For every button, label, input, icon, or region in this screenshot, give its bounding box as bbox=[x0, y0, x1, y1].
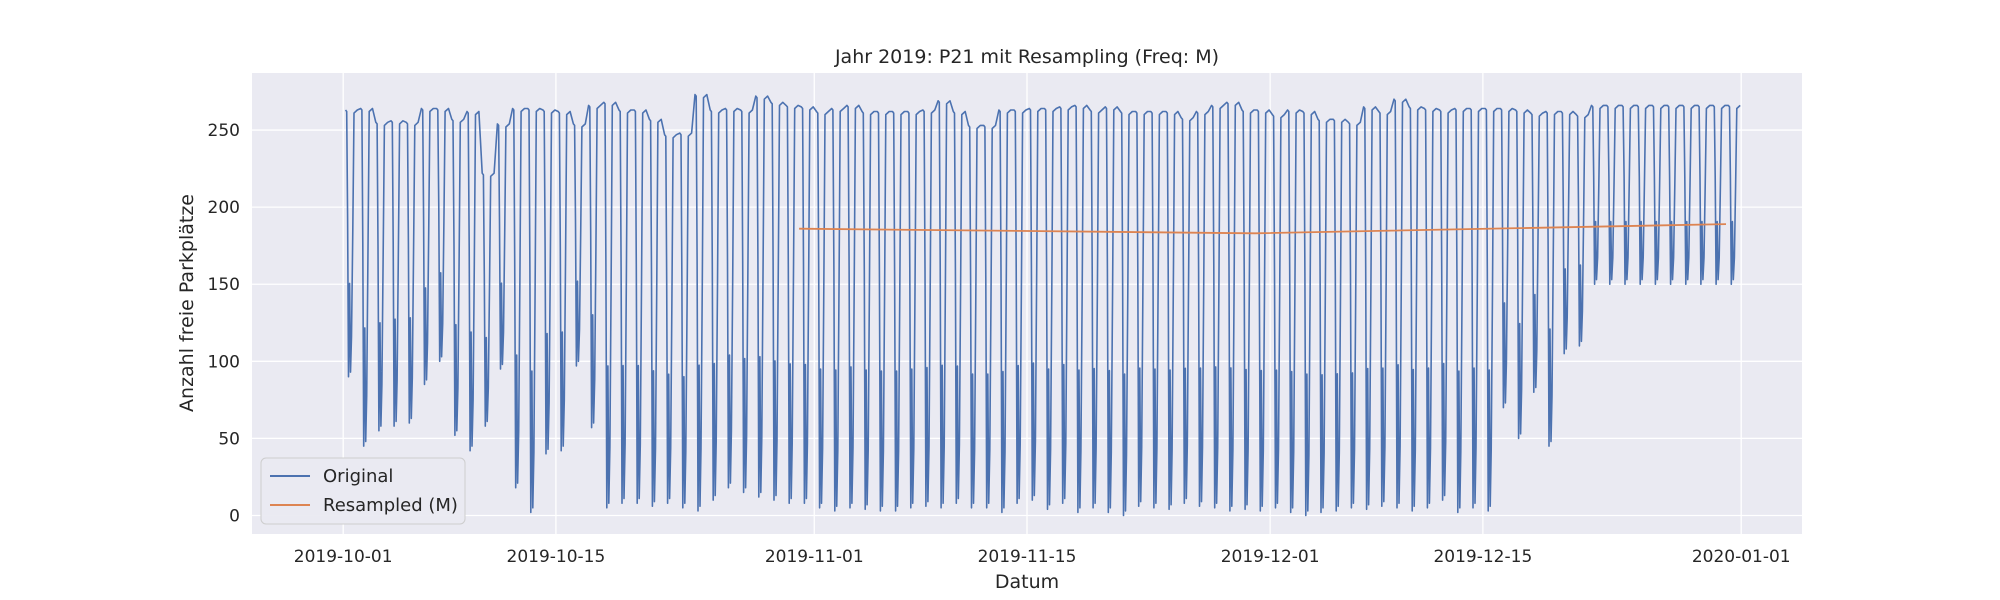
x-tick-label-6: 2020-01-01 bbox=[1692, 547, 1791, 567]
y-tick-label-1: 50 bbox=[218, 429, 240, 449]
x-axis-label: Datum bbox=[995, 571, 1059, 593]
y-axis-label: Anzahl freie Parkplätze bbox=[176, 194, 198, 412]
legend-label-resampled: Resampled (M) bbox=[323, 495, 458, 516]
series-line-resampled bbox=[799, 223, 1727, 235]
series-line-original bbox=[344, 93, 1741, 517]
x-tick-label-5: 2019-12-15 bbox=[1433, 547, 1532, 567]
series-layer bbox=[344, 93, 1741, 517]
x-tick-label-3: 2019-11-15 bbox=[978, 547, 1077, 567]
grid-layer bbox=[252, 73, 1802, 534]
legend-box bbox=[260, 457, 466, 525]
x-tick-label-4: 2019-12-01 bbox=[1221, 547, 1320, 567]
y-tick-label-4: 200 bbox=[208, 198, 240, 218]
y-tick-label-0: 0 bbox=[229, 506, 240, 526]
y-tick-label-5: 250 bbox=[208, 121, 240, 141]
tick-layer: 0 50 100 150 200 250 2019-10-01 2019-10-15 2019-… bbox=[208, 121, 1791, 567]
x-tick-label-0: 2019-10-01 bbox=[294, 547, 393, 567]
legend: Original Resampled (M) bbox=[260, 457, 466, 525]
x-tick-label-2: 2019-11-01 bbox=[765, 547, 864, 567]
chart-title: Jahr 2019: P21 mit Resampling (Freq: M) bbox=[834, 46, 1219, 68]
y-tick-label-3: 150 bbox=[208, 275, 240, 295]
legend-label-original: Original bbox=[323, 466, 393, 487]
y-tick-label-2: 100 bbox=[208, 352, 240, 372]
x-tick-label-1: 2019-10-15 bbox=[507, 547, 606, 567]
